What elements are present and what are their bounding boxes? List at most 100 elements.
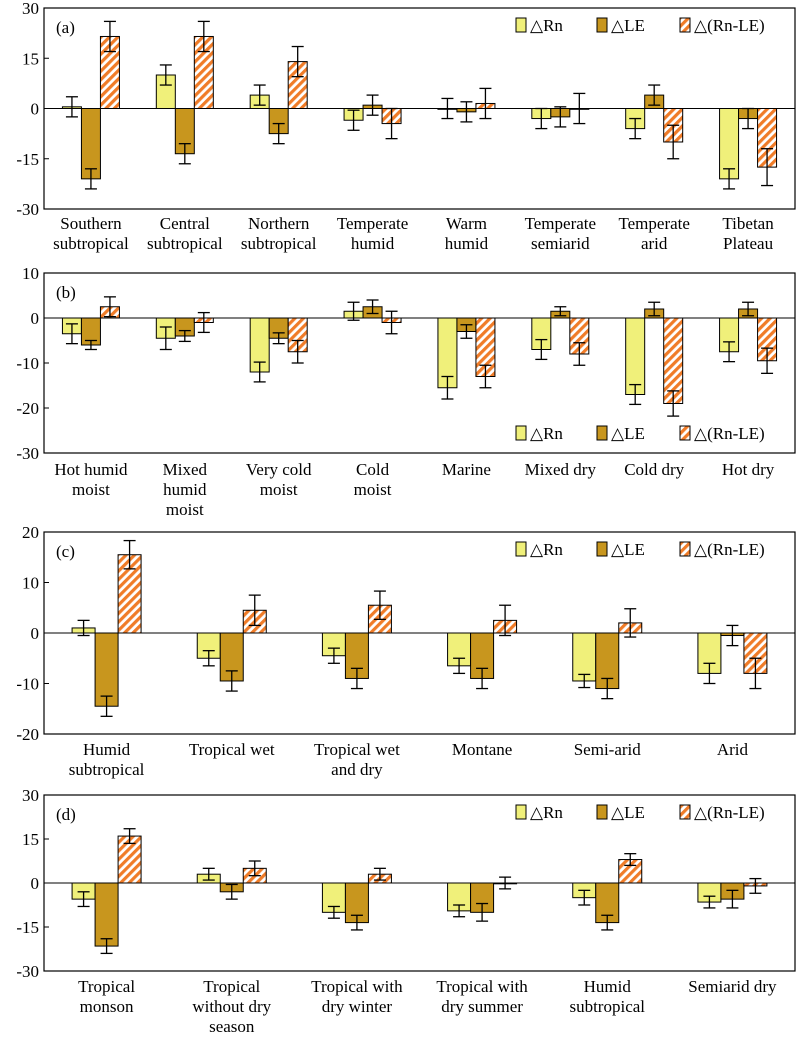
- y-tick-label: 30: [22, 0, 39, 18]
- legend-swatch-rnle: [679, 804, 691, 820]
- category-group: [572, 853, 643, 931]
- panel-label: (c): [56, 542, 75, 561]
- y-tick-label: 10: [22, 264, 39, 283]
- bar-rn: [625, 317, 646, 395]
- x-category-label: Montane: [452, 740, 512, 759]
- x-category-label: Mixed humid moist: [163, 460, 208, 519]
- legend-swatch-le: [596, 541, 608, 557]
- legend-label-rn: △Rn: [530, 803, 563, 822]
- category-group: [719, 301, 778, 375]
- category-group: [625, 84, 684, 160]
- legend-label-rnle: △(Rn-LE): [694, 540, 765, 559]
- legend: △Rn △LE △(Rn-LE): [515, 16, 765, 35]
- y-tick-label: -15: [16, 150, 39, 169]
- x-category-label: Tropical monson: [78, 977, 135, 1016]
- y-tick-label: -10: [16, 675, 39, 694]
- category-group: [155, 20, 214, 165]
- y-tick-label: 20: [22, 523, 39, 542]
- panel-a: -30 -15 0 15 30 (a) Southern subtropical Central…: [16, 0, 796, 253]
- panel-label: (d): [56, 805, 76, 824]
- legend-label-rn: △Rn: [530, 16, 563, 35]
- x-category-label: Semiarid dry: [688, 977, 777, 996]
- category-group: [71, 539, 142, 717]
- y-tick-label: -10: [16, 354, 39, 373]
- x-category-label: Hot dry: [722, 460, 775, 479]
- x-category-label: Cold dry: [624, 460, 684, 479]
- category-group: [719, 107, 778, 190]
- x-category-label: Tropical wet and dry: [314, 740, 400, 779]
- category-group: [531, 306, 590, 366]
- legend-swatch-le: [596, 17, 608, 33]
- bar-le: [94, 632, 119, 707]
- category-group: [61, 296, 120, 351]
- x-category-label: Arid: [717, 740, 749, 759]
- x-category-label: Humid subtropical: [569, 977, 645, 1016]
- category-group: [249, 317, 308, 383]
- x-category-label: Marine: [442, 460, 491, 479]
- category-group: [343, 94, 402, 140]
- x-category-label: Semi-arid: [574, 740, 642, 759]
- x-category-label: Temperate semiarid: [525, 214, 597, 253]
- legend-swatch-rn: [515, 17, 527, 33]
- legend-swatch-le: [596, 425, 608, 441]
- y-tick-label: 15: [22, 49, 39, 68]
- y-tick-label: 0: [31, 309, 40, 328]
- legend-label-le: △LE: [611, 803, 645, 822]
- legend-swatch-le: [596, 804, 608, 820]
- x-category-label: Temperate humid: [337, 214, 409, 253]
- legend-swatch-rn: [515, 541, 527, 557]
- panel-label: (b): [56, 283, 76, 302]
- x-category-label: Tropical without dry season: [192, 977, 271, 1036]
- y-tick-label: 30: [22, 786, 39, 805]
- panel-b: -30 -20 -10 0 10 (b) Hot humid moist Mixed humid m…: [16, 264, 796, 519]
- category-group: [447, 876, 518, 922]
- category-group: [321, 590, 392, 690]
- category-group: [437, 317, 496, 400]
- legend-swatch-rn: [515, 804, 527, 820]
- legend: △Rn △LE △(Rn-LE): [515, 424, 765, 443]
- legend-label-le: △LE: [611, 16, 645, 35]
- category-group: [572, 608, 643, 700]
- x-category-label: Tropical with dry summer: [436, 977, 528, 1016]
- y-tick-label: -20: [16, 725, 39, 744]
- y-tick-label: -15: [16, 918, 39, 937]
- y-tick-label: 10: [22, 574, 39, 593]
- legend: △Rn △LE △(Rn-LE): [515, 803, 765, 822]
- panel-d: -30 -15 0 15 30 (d) Tropical monson Tropical with…: [16, 786, 796, 1036]
- legend-label-rn: △Rn: [530, 424, 563, 443]
- x-category-label: Tibetan Plateau: [722, 214, 774, 253]
- category-group: [196, 594, 267, 692]
- legend-swatch-rnle: [679, 17, 691, 33]
- y-tick-label: 0: [31, 624, 40, 643]
- y-tick-label: -30: [16, 200, 39, 219]
- y-tick-label: -20: [16, 399, 39, 418]
- legend-label-le: △LE: [611, 540, 645, 559]
- y-tick-label: 15: [22, 830, 39, 849]
- x-category-label: Temperate arid: [618, 214, 690, 253]
- x-category-label: Cold moist: [354, 460, 392, 499]
- category-group: [71, 828, 142, 955]
- legend-swatch-rnle: [679, 425, 691, 441]
- category-group: [249, 45, 308, 145]
- x-category-label: Warm humid: [445, 214, 489, 253]
- y-tick-label: 0: [31, 100, 40, 119]
- category-group: [321, 867, 392, 931]
- x-category-label: Very cold moist: [246, 460, 312, 499]
- y-tick-label: -30: [16, 962, 39, 981]
- category-group: [343, 299, 402, 335]
- legend-label-rnle: △(Rn-LE): [694, 803, 765, 822]
- category-group: [437, 87, 496, 123]
- category-group: [625, 301, 684, 417]
- panel-label: (a): [56, 18, 75, 37]
- legend: △Rn △LE △(Rn-LE): [515, 540, 765, 559]
- category-group: [447, 604, 518, 690]
- category-group: [531, 92, 590, 130]
- x-category-label: Tropical wet: [189, 740, 275, 759]
- x-category-label: Northern subtropical: [241, 214, 317, 253]
- legend-label-rn: △Rn: [530, 540, 563, 559]
- panel-c: -20 -10 0 10 20 (c) Humid subtropical Tropical w…: [16, 523, 796, 779]
- bar-le: [94, 882, 119, 947]
- x-category-label: Southern subtropical: [53, 214, 129, 253]
- legend-label-le: △LE: [611, 424, 645, 443]
- x-category-label: Hot humid moist: [54, 460, 128, 499]
